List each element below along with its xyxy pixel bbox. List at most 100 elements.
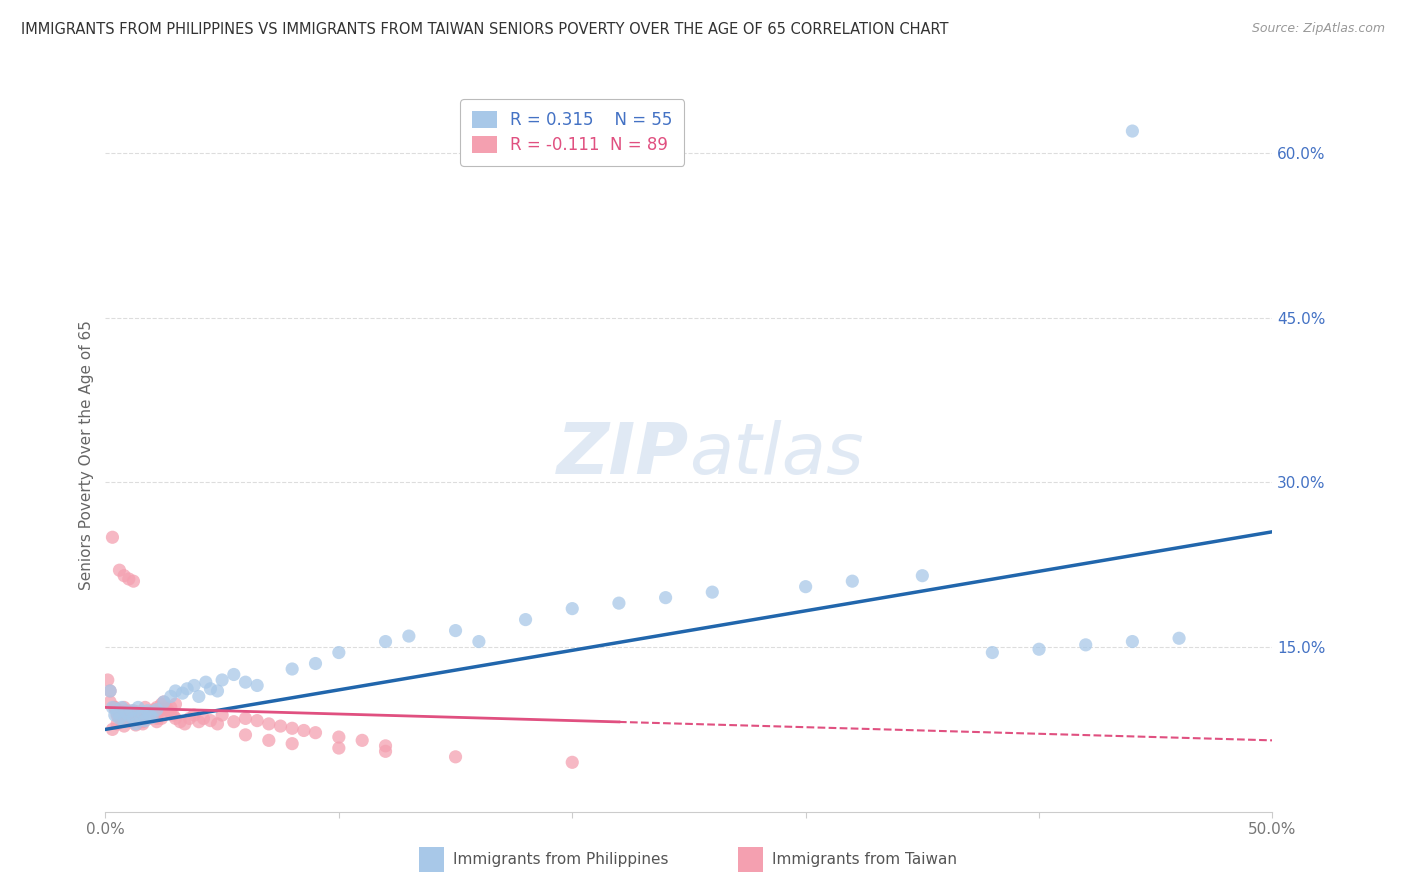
Point bbox=[159, 706, 181, 720]
Point bbox=[702, 585, 724, 599]
Point bbox=[654, 591, 676, 605]
Point bbox=[1121, 124, 1143, 138]
Point bbox=[112, 706, 135, 720]
Point bbox=[207, 684, 229, 698]
Point bbox=[911, 568, 934, 582]
Point bbox=[118, 572, 141, 586]
Point bbox=[159, 690, 181, 704]
Point bbox=[115, 706, 138, 720]
Point bbox=[122, 704, 145, 718]
Point bbox=[108, 711, 131, 725]
Point bbox=[105, 708, 128, 723]
Point bbox=[98, 684, 121, 698]
Point bbox=[304, 657, 326, 671]
Point bbox=[150, 697, 173, 711]
Point bbox=[127, 705, 149, 719]
Point bbox=[235, 728, 257, 742]
Point bbox=[257, 733, 280, 747]
Text: ZIP: ZIP bbox=[557, 420, 689, 490]
Y-axis label: Seniors Poverty Over the Age of 65: Seniors Poverty Over the Age of 65 bbox=[79, 320, 94, 590]
Point bbox=[132, 706, 155, 720]
Point bbox=[118, 708, 141, 723]
Point bbox=[132, 714, 155, 728]
Point bbox=[281, 662, 304, 676]
Point bbox=[246, 714, 269, 728]
Point bbox=[183, 708, 205, 723]
Point bbox=[118, 708, 141, 723]
Point bbox=[148, 704, 170, 718]
Point bbox=[200, 681, 222, 696]
Point bbox=[127, 709, 149, 723]
Point bbox=[98, 695, 121, 709]
Point bbox=[136, 708, 159, 723]
Point bbox=[169, 714, 191, 729]
Point bbox=[141, 708, 163, 723]
Point bbox=[187, 690, 209, 704]
Point bbox=[122, 711, 145, 725]
Point bbox=[374, 744, 396, 758]
Point bbox=[120, 714, 142, 729]
Point bbox=[235, 711, 257, 725]
Point bbox=[141, 706, 163, 720]
Point bbox=[200, 714, 222, 728]
Point bbox=[129, 709, 152, 723]
Point bbox=[292, 723, 315, 738]
Point bbox=[97, 673, 120, 687]
Point bbox=[173, 717, 195, 731]
Point bbox=[111, 711, 134, 725]
Point bbox=[111, 714, 134, 729]
Point bbox=[108, 706, 131, 720]
Point bbox=[134, 714, 156, 728]
Point bbox=[1121, 634, 1143, 648]
Point bbox=[111, 700, 134, 714]
Point bbox=[112, 568, 135, 582]
Point bbox=[561, 601, 583, 615]
Point bbox=[165, 711, 187, 725]
Point bbox=[257, 717, 280, 731]
Point bbox=[146, 703, 169, 717]
Point bbox=[179, 711, 201, 725]
Text: Immigrants from Taiwan: Immigrants from Taiwan bbox=[772, 853, 957, 867]
Point bbox=[101, 700, 124, 714]
Point bbox=[193, 711, 215, 725]
Point bbox=[118, 711, 141, 725]
Point bbox=[1028, 642, 1050, 657]
Point bbox=[134, 700, 156, 714]
Point bbox=[108, 563, 131, 577]
Point bbox=[374, 634, 396, 648]
Point bbox=[235, 675, 257, 690]
Point bbox=[211, 673, 233, 687]
Point bbox=[561, 756, 583, 770]
Text: Immigrants from Philippines: Immigrants from Philippines bbox=[453, 853, 668, 867]
Point bbox=[841, 574, 863, 589]
Point bbox=[112, 700, 135, 714]
Point bbox=[328, 741, 350, 756]
Text: Source: ZipAtlas.com: Source: ZipAtlas.com bbox=[1251, 22, 1385, 36]
Point bbox=[153, 695, 174, 709]
Point bbox=[136, 706, 159, 720]
Point bbox=[444, 624, 467, 638]
Point bbox=[136, 704, 159, 718]
Point bbox=[269, 719, 292, 733]
Point bbox=[444, 749, 467, 764]
Point bbox=[794, 580, 817, 594]
Point bbox=[607, 596, 630, 610]
Point bbox=[165, 684, 187, 698]
Text: IMMIGRANTS FROM PHILIPPINES VS IMMIGRANTS FROM TAIWAN SENIORS POVERTY OVER THE A: IMMIGRANTS FROM PHILIPPINES VS IMMIGRANT… bbox=[21, 22, 949, 37]
Point bbox=[246, 678, 269, 692]
Point bbox=[108, 704, 131, 718]
Point bbox=[146, 711, 169, 725]
Point bbox=[115, 706, 138, 720]
Point bbox=[139, 711, 162, 725]
Point bbox=[150, 711, 173, 725]
Point bbox=[125, 718, 148, 732]
Point bbox=[981, 646, 1004, 660]
Point bbox=[118, 708, 141, 723]
Point bbox=[222, 714, 245, 729]
Point bbox=[120, 704, 142, 718]
Point bbox=[104, 700, 127, 714]
Point bbox=[187, 714, 209, 729]
Point bbox=[122, 711, 145, 725]
Point bbox=[136, 711, 159, 725]
Point bbox=[328, 646, 350, 660]
